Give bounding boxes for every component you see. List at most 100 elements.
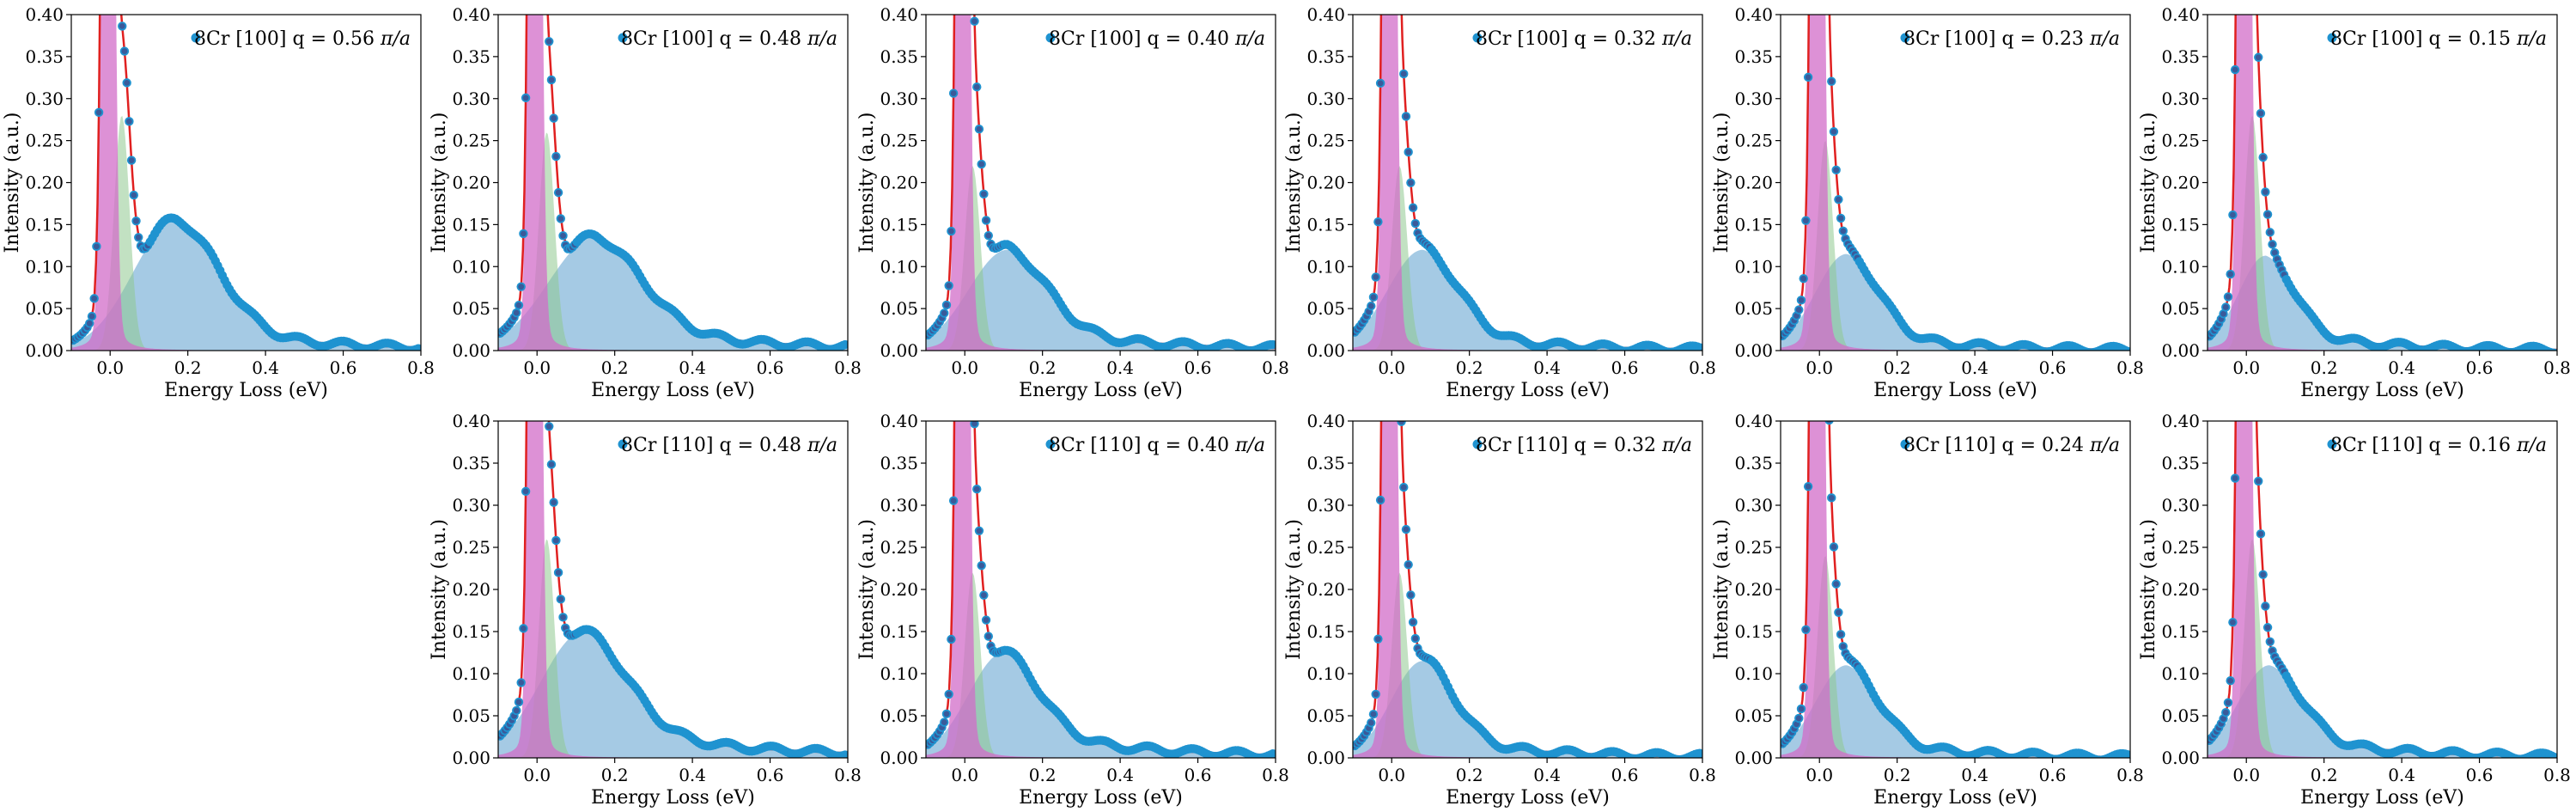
data-point-core <box>2227 677 2234 684</box>
data-point-core <box>557 216 564 222</box>
data-point <box>2122 346 2130 351</box>
chart-panel-10: 0.0 0.2 0.4 0.6 0.8 0.00 0.05 0.10 0.15 0.20 0.25 0… <box>1711 411 2144 809</box>
y-tick-label: 0.15 <box>452 621 490 642</box>
data-point-core <box>1837 215 1844 222</box>
y-tick-label: 0.10 <box>1734 663 1773 684</box>
data-point <box>2251 396 2260 405</box>
y-tick-label: 0.10 <box>2161 663 2200 684</box>
zlp-fit-area <box>1353 421 1702 758</box>
x-tick-label: 0.0 <box>2232 357 2260 378</box>
data-point-core <box>1805 483 1812 490</box>
data-point-core <box>557 595 564 602</box>
y-tick-label: 0.25 <box>880 131 918 151</box>
plot-area <box>498 421 848 758</box>
data-point-core <box>2232 475 2238 481</box>
data-point-core <box>2267 229 2274 235</box>
x-tick-label: 0.8 <box>834 357 862 378</box>
y-tick-label: 0.15 <box>1734 214 1773 235</box>
data-point-core <box>980 592 987 599</box>
y-tick-label: 0.00 <box>880 340 918 361</box>
legend: 8Cr [110] q = 0.48 π/a <box>618 435 837 456</box>
y-tick-label: 0.40 <box>452 4 490 25</box>
data-point-core <box>513 707 520 714</box>
y-tick-label: 0.20 <box>1734 579 1773 600</box>
plot-area <box>2208 396 2557 758</box>
y-tick-label: 0.35 <box>880 453 918 473</box>
legend-label: 8Cr [100] q = 0.15 π/a <box>2330 28 2547 50</box>
data-point-core <box>1407 592 1414 598</box>
data-point-core <box>1407 180 1414 186</box>
legend-label: 8Cr [100] q = 0.32 π/a <box>1476 28 1692 50</box>
data-point-core <box>941 310 947 316</box>
data-point-core <box>1830 128 1837 135</box>
data-points <box>1353 69 1702 351</box>
x-axis-label: Energy Loss (eV) <box>1446 380 1610 401</box>
data-point-core <box>2229 211 2236 218</box>
plot-area <box>1781 0 2130 351</box>
data-point <box>1268 339 1276 350</box>
data-point-core <box>2260 571 2267 578</box>
x-tick-label: 0.8 <box>1689 765 1716 785</box>
data-point-core <box>1405 149 1412 156</box>
data-point-core <box>947 636 954 643</box>
y-tick-label: 0.40 <box>1306 4 1345 25</box>
data-point-core <box>1830 544 1837 550</box>
x-tick-label: 0.8 <box>2116 765 2144 785</box>
y-tick-label: 0.30 <box>452 89 490 109</box>
data-point-core <box>1835 196 1842 203</box>
x-axis-label: Energy Loss (eV) <box>2300 380 2464 401</box>
x-tick-label: 0.6 <box>330 357 357 378</box>
data-points <box>1353 421 1702 758</box>
data-point-core <box>971 421 977 427</box>
x-tick-label: 0.4 <box>1533 357 1561 378</box>
data-point-core <box>551 499 557 506</box>
data-point <box>1695 748 1702 758</box>
x-tick-label: 0.8 <box>407 357 435 378</box>
data-point-core <box>978 161 985 168</box>
legend: 8Cr [100] q = 0.40 π/a <box>1045 28 1265 50</box>
data-point-core <box>545 38 552 45</box>
y-tick-label: 0.30 <box>1306 495 1345 516</box>
data-point <box>1824 0 1833 7</box>
y-tick-label: 0.05 <box>2161 298 2200 319</box>
data-point-core <box>1795 715 1802 722</box>
y-tick-label: 0.10 <box>880 663 918 684</box>
y-tick-label: 0.20 <box>1306 173 1345 193</box>
y-tick-label: 0.05 <box>452 298 490 319</box>
y-tick-label: 0.40 <box>2161 4 2200 25</box>
data-point-core <box>86 320 93 327</box>
data-point-core <box>2220 310 2226 317</box>
data-point <box>840 750 848 758</box>
x-tick-label: 0.6 <box>2039 357 2067 378</box>
data-point-core <box>973 485 980 492</box>
zlp-fit-area <box>1781 15 2130 351</box>
y-tick-label: 0.00 <box>1734 340 1773 361</box>
data-point-core <box>2257 110 2264 117</box>
plot-area <box>926 15 1276 351</box>
data-point-core <box>119 23 125 29</box>
y-tick-label: 0.20 <box>25 173 64 193</box>
y-tick-label: 0.30 <box>880 495 918 516</box>
data-point-core <box>1798 705 1805 712</box>
x-axis-label: Energy Loss (eV) <box>1019 380 1183 401</box>
data-point-core <box>976 125 983 132</box>
data-points <box>498 37 848 351</box>
x-tick-label: 0.8 <box>2543 357 2571 378</box>
zlp-fit-area <box>1353 15 1702 351</box>
plot-area <box>1781 421 2130 758</box>
data-point-core <box>946 282 953 289</box>
y-tick-label: 0.20 <box>880 579 918 600</box>
phonon-fit-area-green <box>926 165 1276 351</box>
zlp-fit-area <box>2208 15 2557 351</box>
legend-marker <box>618 439 628 449</box>
data-point-core <box>1403 526 1410 533</box>
x-tick-label: 0.6 <box>757 765 784 785</box>
legend-marker <box>1900 439 1910 449</box>
y-tick-label: 0.30 <box>2161 495 2200 516</box>
data-point <box>1695 343 1702 351</box>
data-point-core <box>946 691 953 698</box>
data-point-core <box>1400 484 1407 491</box>
x-tick-label: 0.2 <box>1884 357 1911 378</box>
data-point-core <box>552 153 559 160</box>
y-tick-label: 0.25 <box>452 537 490 558</box>
